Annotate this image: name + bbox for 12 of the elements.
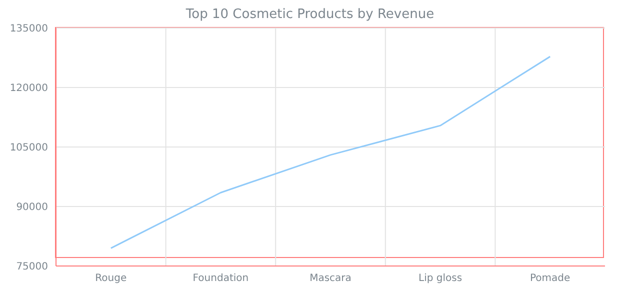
chart-title: Top 10 Cosmetic Products by Revenue — [184, 7, 436, 22]
y-tick-label: 75000 — [16, 262, 48, 273]
x-tick-label: Mascara — [310, 273, 352, 284]
y-tick-label: 120000 — [10, 83, 48, 94]
y-tick-label: 105000 — [10, 142, 48, 154]
y-tick-label: 90000 — [16, 202, 48, 214]
x-tick-label: Pomade — [530, 273, 570, 284]
x-tick-label: Rouge — [95, 273, 127, 284]
line-series — [110, 56, 551, 249]
y-tick-label: 135000 — [10, 24, 48, 35]
x-tick-label: Lip gloss — [418, 273, 462, 284]
x-tick-label: Foundation — [192, 273, 249, 284]
